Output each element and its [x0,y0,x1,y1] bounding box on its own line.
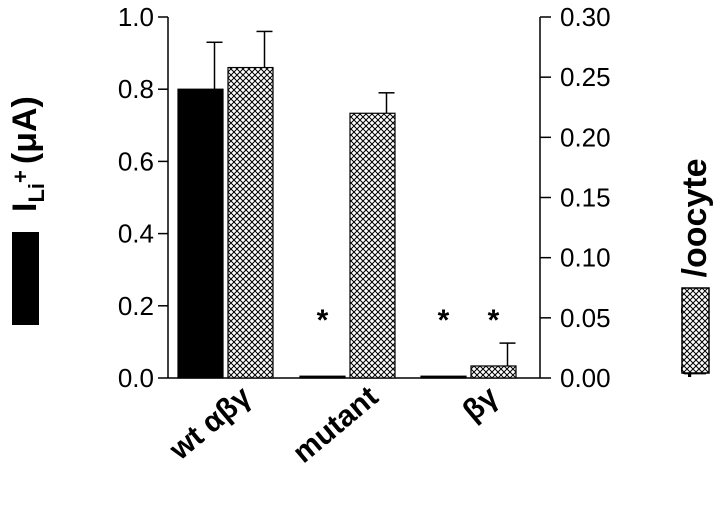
left-tick-label: 0.8 [118,74,154,104]
left-axis-label-sub: Li [24,183,49,203]
current-bar [299,375,346,379]
fmols-bar [349,112,396,379]
category-labels: wt αβγ mutant βγ [163,380,505,470]
right-tick-label: 0.00 [560,363,611,393]
significance-marker: * [488,304,500,337]
category-label: βγ [456,380,504,428]
right-tick-label: 0.25 [560,62,611,92]
fmols-bar [227,66,274,379]
current-bar [177,88,224,379]
category-label: mutant [287,380,385,470]
left-tick-label: 0.2 [118,291,154,321]
category-label: wt αβγ [163,380,258,467]
left-axis-label-main: I [6,203,44,212]
right-tick-label: 0.05 [560,303,611,333]
current-bar [420,375,467,379]
left-tick-label: 0.6 [118,146,154,176]
right-tick-label: 0.20 [560,122,611,152]
significance-marker: * [317,304,329,337]
left-legend-swatch [12,232,39,325]
left-tick-label: 0.4 [118,219,154,249]
right-tick-label: 0.30 [560,2,611,32]
right-axis-title: fmols /oocyte [676,158,714,377]
left-axis-label-unit: (μA) [6,96,44,164]
right-tick-label: 0.15 [560,183,611,213]
left-axis-label-sup: + [8,170,33,183]
left-tick-label: 0.0 [118,363,154,393]
significance-marker: * [438,304,450,337]
left-tick-label: 1.0 [118,2,154,32]
right-legend-swatch [681,287,710,374]
bars: * * * [177,30,517,379]
right-axis-ticks: 0.00 0.05 0.10 0.15 0.20 0.25 0.30 [540,2,611,393]
left-axis-ticks: 0.0 0.2 0.4 0.6 0.8 1.0 [118,2,168,393]
left-axis-title: ILi+ (μA) [6,96,49,325]
right-tick-label: 0.10 [560,243,611,273]
fmols-bar [470,365,517,379]
svg-text:ILi+(μA): ILi+ (μA) [6,96,49,212]
